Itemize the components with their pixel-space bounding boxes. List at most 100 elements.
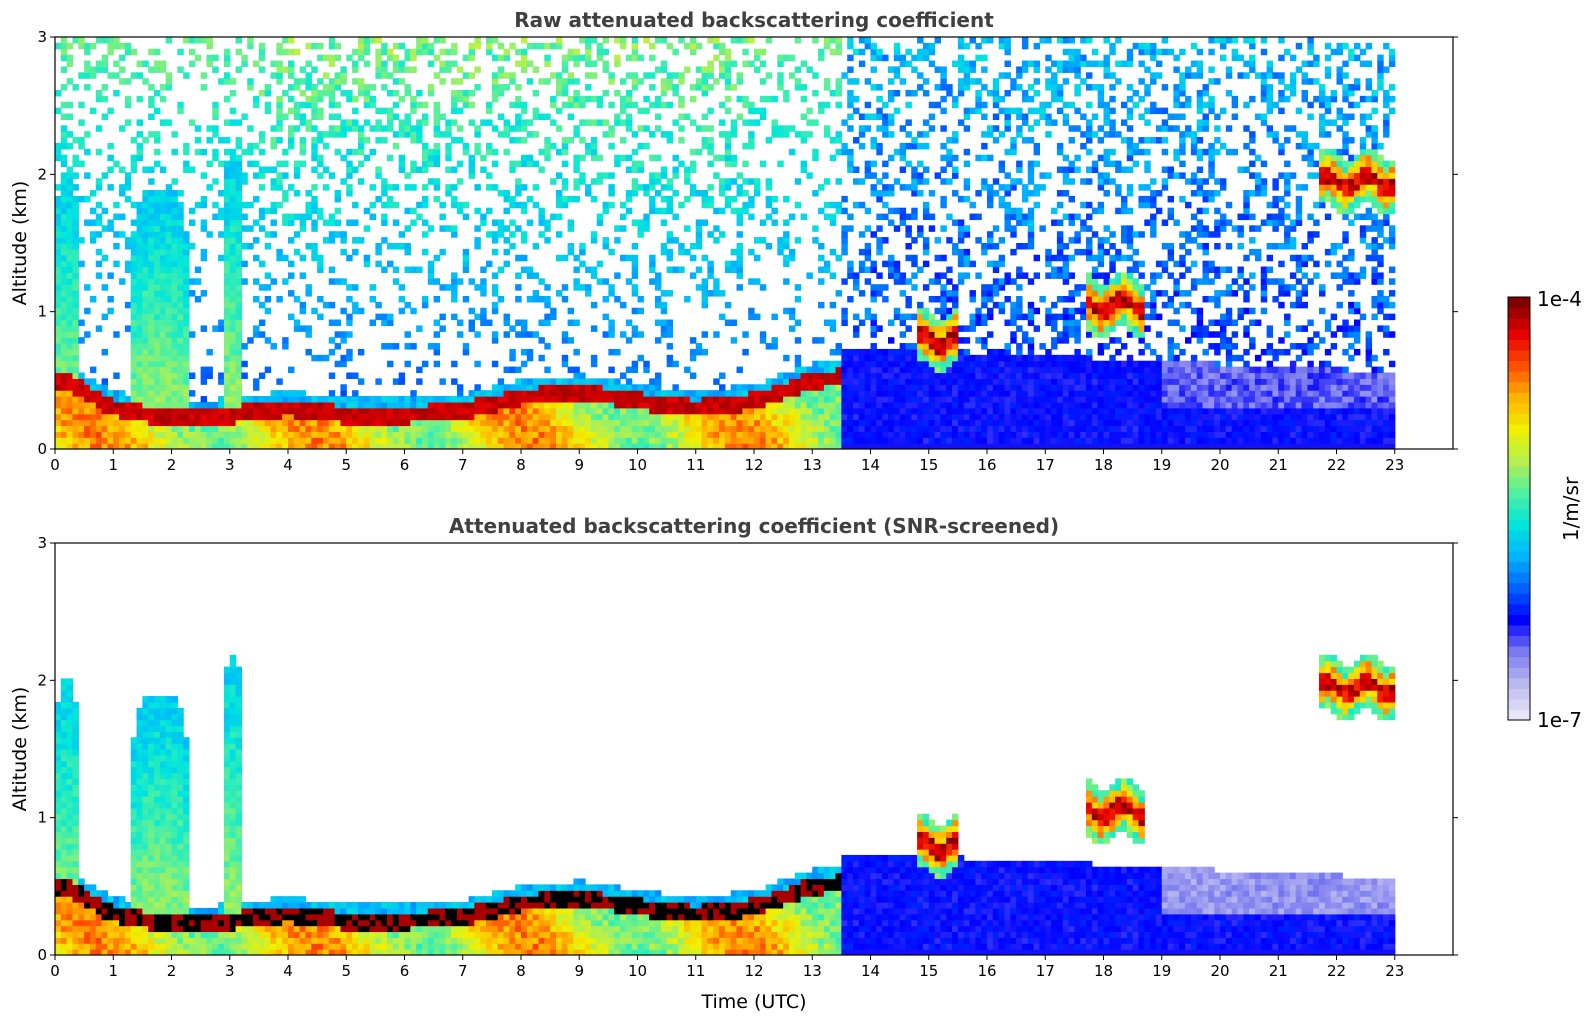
heatmap-cell xyxy=(305,125,311,131)
heatmap-cell xyxy=(131,296,137,302)
heatmap-cell xyxy=(544,402,550,408)
heatmap-cell xyxy=(434,425,440,431)
heatmap-cell xyxy=(230,214,236,220)
heatmap-cell xyxy=(859,61,865,67)
heatmap-cell xyxy=(748,196,754,202)
heatmap-cell xyxy=(119,184,125,190)
heatmap-cell xyxy=(253,61,259,67)
heatmap-cell xyxy=(201,149,207,155)
heatmap-cell xyxy=(492,84,498,90)
heatmap-cell xyxy=(90,396,96,402)
heatmap-cell xyxy=(346,284,352,290)
heatmap-cell xyxy=(696,431,702,437)
heatmap-cell xyxy=(90,367,96,373)
heatmap-cell xyxy=(538,414,544,420)
heatmap-cell xyxy=(911,284,917,290)
heatmap-cell xyxy=(538,437,544,443)
heatmap-cell xyxy=(387,108,393,114)
heatmap-cell xyxy=(282,425,288,431)
heatmap-cell xyxy=(981,55,987,61)
heatmap-cell xyxy=(259,55,265,61)
heatmap-cell xyxy=(940,320,946,326)
heatmap-cell xyxy=(434,149,440,155)
heatmap-cell xyxy=(177,408,183,414)
heatmap-cell xyxy=(131,337,137,343)
heatmap-cell xyxy=(917,425,923,431)
heatmap-cell xyxy=(119,390,125,396)
heatmap-cell xyxy=(492,337,498,343)
heatmap-cell xyxy=(230,196,236,202)
heatmap-cell xyxy=(154,420,160,426)
heatmap-cell xyxy=(836,361,842,367)
heatmap-cell xyxy=(410,137,416,143)
heatmap-cell xyxy=(317,420,323,426)
heatmap-cell xyxy=(544,420,550,426)
heatmap-cell xyxy=(946,408,952,414)
heatmap-cell xyxy=(492,125,498,131)
heatmap-cell xyxy=(183,425,189,431)
heatmap-cell xyxy=(550,314,556,320)
heatmap-cell xyxy=(795,367,801,373)
heatmap-cell xyxy=(160,349,166,355)
heatmap-cell xyxy=(678,125,684,131)
heatmap-cell xyxy=(946,161,952,167)
heatmap-cell xyxy=(958,61,964,67)
heatmap-cell xyxy=(474,66,480,72)
heatmap-cell xyxy=(568,114,574,120)
heatmap-cell xyxy=(78,408,84,414)
heatmap-cell xyxy=(836,202,842,208)
heatmap-cell xyxy=(853,355,859,361)
heatmap-cell xyxy=(154,372,160,378)
heatmap-cell xyxy=(719,72,725,78)
heatmap-cell xyxy=(672,72,678,78)
heatmap-cell xyxy=(137,225,143,231)
heatmap-cell xyxy=(970,355,976,361)
heatmap-cell xyxy=(527,378,533,384)
heatmap-cell xyxy=(783,396,789,402)
heatmap-cell xyxy=(876,349,882,355)
heatmap-cell xyxy=(230,267,236,273)
heatmap-cell xyxy=(480,308,486,314)
heatmap-cell xyxy=(317,161,323,167)
heatmap-cell xyxy=(142,320,148,326)
heatmap-cell xyxy=(649,390,655,396)
heatmap-cell xyxy=(329,320,335,326)
heatmap-cell xyxy=(375,166,381,172)
heatmap-cell xyxy=(643,431,649,437)
heatmap-cell xyxy=(515,272,521,278)
heatmap-cell xyxy=(480,119,486,125)
heatmap-cell xyxy=(166,320,172,326)
heatmap-cell xyxy=(177,320,183,326)
heatmap-cell xyxy=(824,402,830,408)
heatmap-cell xyxy=(125,243,131,249)
heatmap-cell xyxy=(61,196,67,202)
heatmap-cell xyxy=(643,143,649,149)
heatmap-cell xyxy=(271,72,277,78)
heatmap-cell xyxy=(533,272,539,278)
heatmap-cell xyxy=(160,314,166,320)
heatmap-cell xyxy=(952,420,958,426)
heatmap-cell xyxy=(737,437,743,443)
heatmap-cell xyxy=(515,390,521,396)
heatmap-cell xyxy=(964,78,970,84)
heatmap-cell xyxy=(841,414,847,420)
heatmap-cell xyxy=(876,378,882,384)
heatmap-cell xyxy=(975,337,981,343)
heatmap-cell xyxy=(399,284,405,290)
heatmap-cell xyxy=(84,66,90,72)
heatmap-cell xyxy=(707,108,713,114)
heatmap-cell xyxy=(894,437,900,443)
heatmap-cell xyxy=(737,231,743,237)
heatmap-cell xyxy=(940,367,946,373)
heatmap-cell xyxy=(61,219,67,225)
heatmap-cell xyxy=(568,390,574,396)
heatmap-cell xyxy=(579,437,585,443)
heatmap-cell xyxy=(894,267,900,273)
heatmap-cell xyxy=(626,414,632,420)
heatmap-cell xyxy=(684,390,690,396)
heatmap-cell xyxy=(271,125,277,131)
heatmap-cell xyxy=(812,408,818,414)
heatmap-cell xyxy=(137,261,143,267)
heatmap-cell xyxy=(90,420,96,426)
heatmap-cell xyxy=(608,396,614,402)
